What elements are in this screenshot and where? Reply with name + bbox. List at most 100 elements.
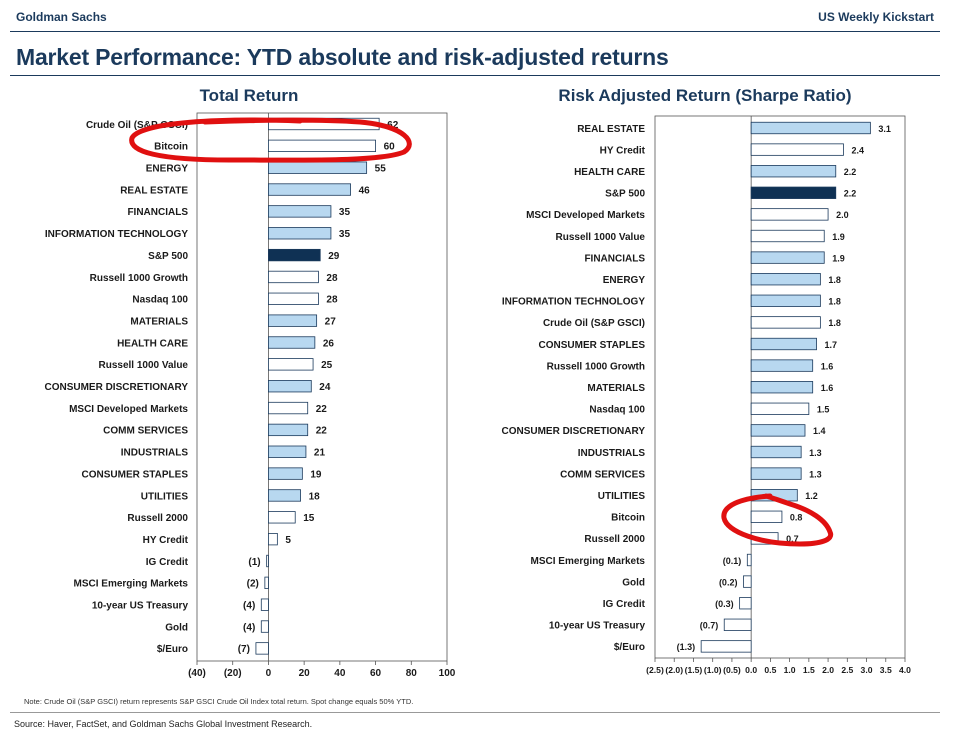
sharpe-ratio-bar (700, 640, 752, 653)
sharpe-ratio-category-label: $/Euro (614, 642, 645, 653)
sharpe-ratio-bar (746, 553, 752, 567)
sharpe-ratio-value-label: 1.5 (817, 405, 830, 415)
brand-label: Goldman Sachs (16, 10, 107, 24)
sharpe-ratio-x-tick-label: (1.5) (685, 665, 703, 675)
sharpe-ratio-category-label: Nasdaq 100 (589, 405, 645, 416)
sharpe-ratio-x-tick-label: 1.0 (784, 665, 796, 675)
sharpe-ratio-category-label: MSCI Emerging Markets (531, 556, 646, 567)
sharpe-ratio-category-label: IG Credit (603, 599, 646, 610)
total-return-category-label: 10-year US Treasury (92, 601, 189, 612)
sharpe-ratio-category-label: REAL ESTATE (577, 124, 645, 135)
header-divider (10, 31, 940, 32)
page-title: Market Performance: YTD absolute and ris… (16, 44, 669, 70)
sharpe-ratio-category-label: 10-year US Treasury (549, 621, 646, 632)
total-return-bar (268, 380, 312, 393)
total-return-category-label: S&P 500 (148, 251, 188, 262)
total-return-bar (268, 533, 278, 546)
total-return-value-label: (7) (238, 644, 250, 655)
total-return-value-label: 29 (328, 251, 340, 262)
total-return-category-label: $/Euro (157, 644, 188, 655)
sharpe-ratio-bar (750, 467, 802, 480)
total-return-x-tick-label: 40 (334, 668, 346, 679)
sharpe-ratio-x-tick-label: 1.5 (803, 665, 815, 675)
total-return-category-label: MATERIALS (130, 316, 188, 327)
sharpe-ratio-plot-frame (654, 115, 906, 659)
total-return-value-label: 5 (285, 535, 291, 546)
sharpe-ratio-value-label: (0.1) (723, 556, 742, 566)
sharpe-ratio-value-label: (0.2) (719, 577, 738, 587)
sharpe-ratio-category-label: ENERGY (603, 275, 646, 286)
sharpe-ratio-category-label: INFORMATION TECHNOLOGY (502, 297, 645, 308)
total-return-value-label: 35 (339, 207, 351, 218)
sharpe-ratio-bar (750, 445, 802, 459)
total-return-category-label: Crude Oil (S&P GSCI) (86, 120, 188, 131)
sharpe-ratio-value-label: (1.3) (677, 642, 696, 652)
total-return-title: Total Return (200, 86, 299, 105)
sharpe-ratio-value-label: 1.9 (832, 232, 845, 242)
sharpe-ratio-category-label: S&P 500 (605, 189, 645, 200)
total-return-value-label: 55 (375, 164, 387, 175)
total-return-bar (268, 183, 351, 196)
total-return-bar (268, 445, 307, 458)
total-return-bar (268, 489, 301, 502)
total-return-value-label: 22 (316, 404, 328, 415)
total-return-value-label: (1) (248, 557, 260, 568)
bitcoin-annotation-circle-right (721, 493, 834, 547)
total-return-x-tick-label: 60 (370, 668, 382, 679)
total-return-category-label: IG Credit (146, 557, 189, 568)
footer-divider (10, 712, 940, 713)
sharpe-ratio-bar (750, 121, 871, 135)
total-return-chart: Total Return (40) (20) 0 20 40 60 80 100 Crude Oi… (44, 86, 455, 679)
sharpe-ratio-bar (750, 294, 821, 307)
sharpe-ratio-title: Risk Adjusted Return (Sharpe Ratio) (558, 86, 851, 105)
total-return-value-label: 25 (321, 360, 333, 371)
total-return-bar (268, 292, 319, 305)
sharpe-ratio-category-label: Russell 2000 (584, 534, 645, 545)
total-return-value-label: 18 (309, 491, 321, 502)
total-return-category-label: Nasdaq 100 (132, 295, 188, 306)
total-return-category-label: FINANCIALS (127, 207, 188, 218)
total-return-category-label: MSCI Emerging Markets (74, 579, 189, 590)
sharpe-ratio-value-label: 1.6 (821, 383, 834, 393)
sharpe-ratio-x-tick-label: (2.0) (665, 665, 683, 675)
total-return-value-label: 26 (323, 338, 335, 349)
sharpe-ratio-x-tick-label: (0.5) (723, 665, 741, 675)
total-return-category-label: Russell 1000 Value (98, 360, 188, 371)
sharpe-ratio-value-label: 2.0 (836, 210, 849, 220)
sharpe-ratio-bar (750, 510, 783, 523)
total-return-bar (255, 642, 269, 655)
sharpe-ratio-value-label: 3.1 (878, 124, 891, 134)
total-return-category-label: Gold (165, 622, 188, 633)
total-return-x-tick-label: 20 (299, 668, 311, 679)
total-return-bar (268, 248, 321, 262)
sharpe-ratio-x-tick-label: 3.5 (880, 665, 892, 675)
total-return-bar (266, 554, 269, 568)
sharpe-ratio-category-label: HY Credit (600, 145, 646, 156)
sharpe-ratio-category-label: Russell 1000 Value (555, 232, 645, 243)
sharpe-ratio-category-label: FINANCIALS (584, 253, 645, 264)
sharpe-ratio-value-label: 1.8 (828, 318, 841, 328)
sharpe-ratio-category-label: MATERIALS (587, 383, 645, 394)
sharpe-ratio-value-label: 1.9 (832, 253, 845, 263)
sharpe-ratio-bar (743, 575, 752, 588)
total-return-value-label: (4) (243, 622, 255, 633)
total-return-x-tick-label: (20) (224, 668, 242, 679)
total-return-bar (260, 598, 269, 611)
total-return-value-label: 19 (310, 469, 322, 480)
total-return-value-label: 46 (359, 185, 371, 196)
total-return-value-label: 35 (339, 229, 351, 240)
sharpe-ratio-x-tick-label: (1.0) (704, 665, 722, 675)
sharpe-ratio-x-tick-label: 0.5 (764, 665, 776, 675)
total-return-category-label: CONSUMER STAPLES (82, 469, 189, 480)
total-return-bar (264, 576, 269, 589)
sharpe-ratio-category-label: Russell 1000 Growth (547, 361, 645, 372)
total-return-bar (268, 161, 368, 174)
total-return-category-label: COMM SERVICES (103, 426, 188, 437)
sharpe-ratio-category-label: INDUSTRIALS (578, 448, 646, 459)
sharpe-ratio-value-label: 1.7 (825, 340, 838, 350)
total-return-x-tick-label: 100 (439, 668, 456, 679)
total-return-x-tick-label: (40) (188, 668, 206, 679)
total-return-value-label: 24 (319, 382, 331, 393)
sharpe-ratio-value-label: 1.3 (809, 469, 822, 479)
sharpe-ratio-bar (750, 208, 829, 221)
